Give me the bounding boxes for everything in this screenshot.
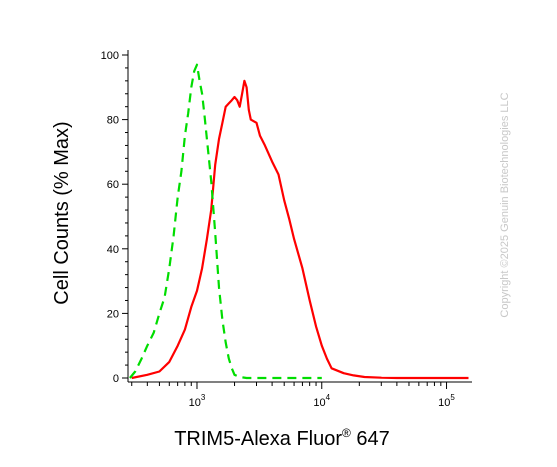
x-axis-title-suffix: 647 [351, 428, 390, 450]
y-tick-label: 60 [107, 179, 119, 191]
y-tick-label: 100 [101, 50, 119, 62]
y-tick-label: 20 [107, 308, 119, 320]
sample-histogram-line [131, 79, 469, 380]
y-tick-label: 80 [107, 115, 119, 127]
x-axis-title-registered: ® [342, 426, 351, 440]
x-tick-label: 105 [438, 393, 455, 409]
y-tick-label: 40 [107, 244, 119, 256]
y-axis-title: Cell Counts (% Max) [51, 121, 73, 304]
x-tick-label: 103 [189, 393, 206, 409]
axes [127, 50, 472, 383]
y-ticks: 0 20 40 60 80 100 [101, 50, 128, 385]
x-ticks: 103 104 105 [131, 382, 455, 409]
x-axis-title: TRIM5-Alexa Fluor® 647 [174, 426, 390, 450]
copyright-watermark: Copyright ©2025 Genuin Biotechnologies L… [499, 92, 511, 317]
y-tick-label: 0 [113, 373, 119, 385]
series-layer [129, 63, 469, 380]
x-tick-label: 104 [313, 393, 330, 409]
control-histogram-line [129, 63, 322, 380]
x-axis-title-main: TRIM5-Alexa Fluor [174, 428, 342, 450]
